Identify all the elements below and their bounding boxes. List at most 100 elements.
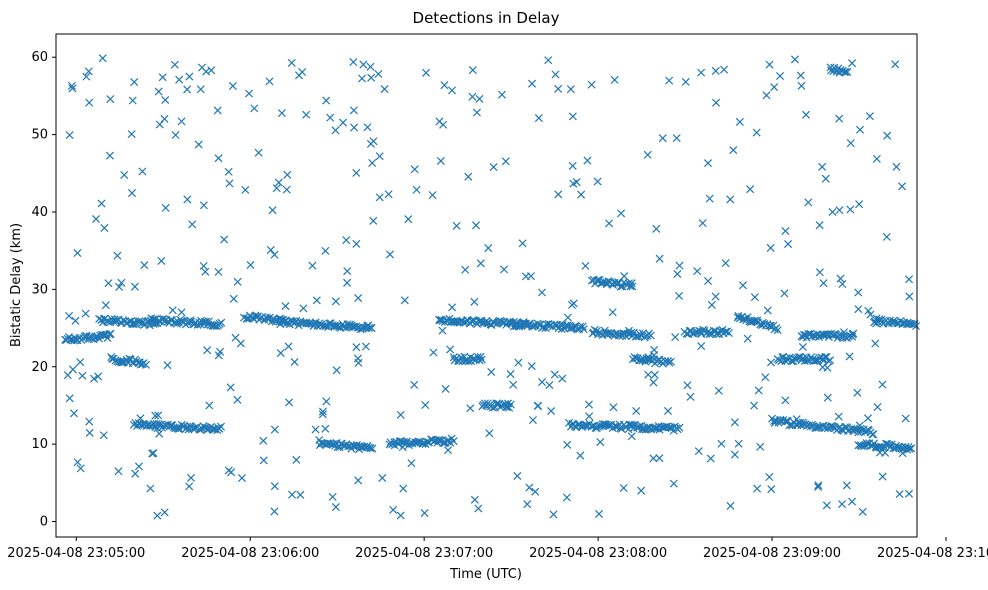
- data-point: [706, 454, 715, 463]
- x-tick-label: 2025-04-08 23:08:00: [529, 546, 667, 561]
- data-point: [332, 366, 341, 375]
- data-point: [217, 318, 226, 327]
- data-point: [692, 327, 701, 336]
- data-point: [71, 316, 80, 325]
- data-point: [130, 282, 139, 291]
- data-point: [681, 77, 690, 86]
- chart-title: Detections in Delay: [413, 9, 560, 27]
- data-point: [846, 139, 855, 148]
- data-point: [627, 420, 636, 429]
- data-point: [288, 317, 297, 326]
- data-point: [113, 251, 122, 260]
- data-point: [146, 484, 155, 493]
- y-axis-label: Bistatic Delay (km): [9, 223, 24, 347]
- data-point: [646, 331, 655, 340]
- data-point: [497, 90, 507, 99]
- data-point: [726, 501, 735, 510]
- data-point: [282, 185, 291, 194]
- data-point: [865, 112, 874, 121]
- data-point: [154, 411, 163, 420]
- data-point: [470, 297, 479, 306]
- data-point: [441, 384, 450, 393]
- data-point: [853, 388, 862, 397]
- data-point: [250, 104, 259, 113]
- data-point: [400, 296, 409, 305]
- data-point: [801, 110, 811, 119]
- data-point: [753, 484, 762, 493]
- data-point: [326, 113, 335, 122]
- data-point: [487, 367, 496, 376]
- data-point: [436, 156, 445, 165]
- data-point: [873, 403, 882, 412]
- data-markers: [61, 54, 921, 520]
- data-point: [912, 322, 921, 331]
- data-point: [503, 402, 512, 411]
- data-point: [364, 323, 373, 332]
- data-point: [566, 85, 575, 94]
- data-point: [905, 275, 914, 284]
- data-point: [818, 162, 827, 171]
- data-point: [704, 276, 713, 286]
- x-tick-label: 2025-04-08 23:09:00: [703, 546, 841, 561]
- data-point: [476, 352, 485, 361]
- data-point: [649, 378, 658, 387]
- data-point: [501, 157, 510, 166]
- data-point: [765, 473, 774, 482]
- data-point: [168, 306, 177, 315]
- data-point: [130, 78, 139, 87]
- data-point: [407, 459, 416, 468]
- data-point: [380, 85, 389, 94]
- data-point: [349, 106, 358, 115]
- data-point: [85, 428, 94, 437]
- data-point: [396, 410, 405, 419]
- data-point: [199, 261, 208, 270]
- y-tick-label: 50: [31, 128, 48, 143]
- data-point: [281, 302, 290, 311]
- data-point: [398, 443, 407, 452]
- data-point: [148, 449, 157, 458]
- data-point: [265, 77, 274, 86]
- data-point: [157, 256, 166, 265]
- data-point: [65, 131, 74, 140]
- data-point: [244, 89, 254, 98]
- data-point: [796, 71, 805, 80]
- data-point: [73, 248, 82, 258]
- data-point: [220, 235, 229, 244]
- data-point: [848, 330, 857, 339]
- data-point: [789, 354, 798, 363]
- data-point: [655, 254, 664, 263]
- data-point: [149, 449, 158, 458]
- data-point: [624, 326, 633, 335]
- data-point: [821, 174, 830, 183]
- data-point: [869, 430, 878, 439]
- data-point: [697, 68, 706, 77]
- data-point: [410, 165, 419, 174]
- data-point: [160, 114, 169, 123]
- data-point: [568, 112, 577, 121]
- data-point: [804, 198, 813, 207]
- data-point: [846, 205, 855, 214]
- data-point: [296, 490, 305, 499]
- data-point: [153, 511, 162, 520]
- x-tick-label: 2025-04-08 23:05:00: [7, 546, 145, 561]
- data-point: [129, 320, 138, 329]
- data-point: [780, 289, 789, 298]
- data-point: [814, 482, 823, 491]
- data-point: [368, 444, 377, 453]
- data-point: [322, 397, 331, 406]
- data-point: [576, 451, 585, 460]
- data-point: [773, 326, 782, 335]
- data-point: [537, 288, 547, 297]
- data-point: [354, 294, 363, 303]
- x-tick-label: 2025-04-08 23:07:00: [355, 546, 493, 561]
- data-point: [103, 333, 112, 343]
- data-point: [579, 325, 588, 334]
- data-point: [534, 114, 543, 123]
- data-point: [375, 193, 384, 202]
- data-point: [285, 398, 294, 407]
- data-point: [631, 354, 640, 363]
- data-point: [895, 490, 904, 499]
- data-point: [352, 239, 361, 248]
- data-point: [839, 328, 849, 337]
- data-point: [466, 404, 475, 413]
